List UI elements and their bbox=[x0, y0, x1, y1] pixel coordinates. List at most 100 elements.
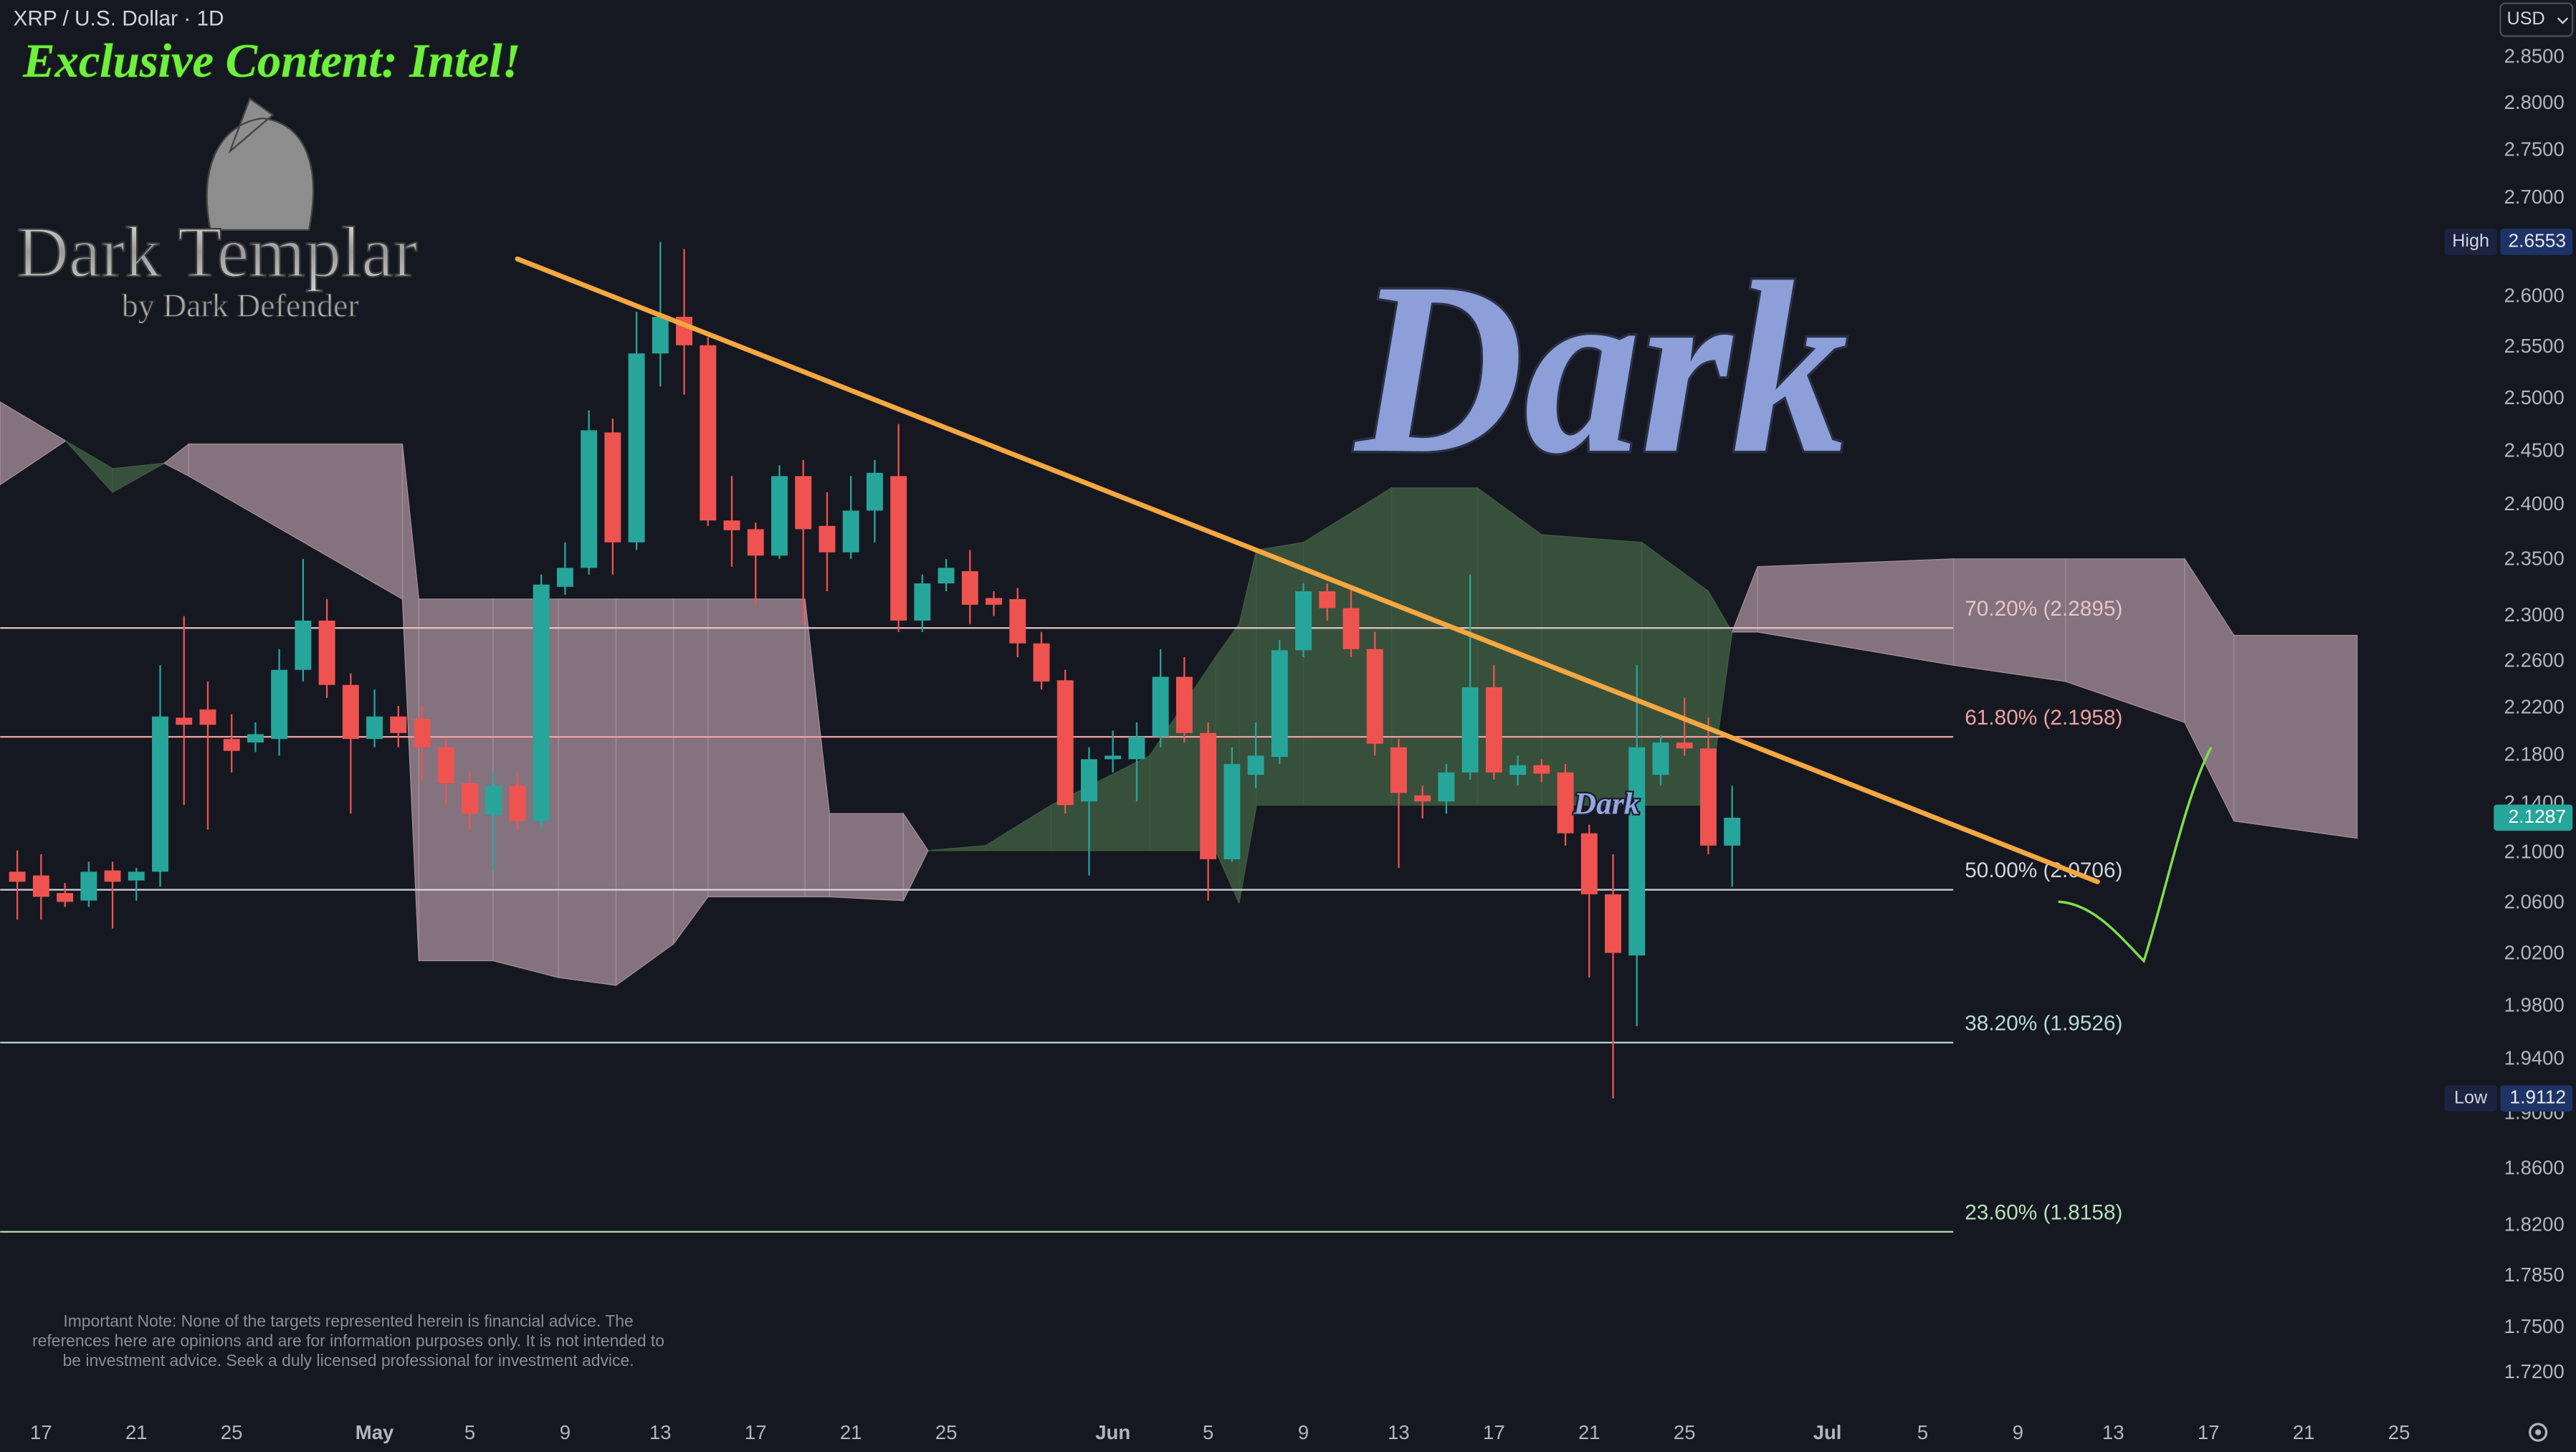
candle-body bbox=[223, 739, 240, 751]
candle-body bbox=[414, 719, 431, 748]
projection-path bbox=[2058, 746, 2213, 963]
y-tick-label: 2.1800 bbox=[2504, 743, 2565, 765]
low-label-box bbox=[2444, 1085, 2497, 1112]
candle-body bbox=[318, 620, 335, 685]
y-tick-label: 2.5000 bbox=[2504, 386, 2565, 409]
y-tick-label: 2.3000 bbox=[2504, 603, 2565, 626]
candle-body bbox=[1676, 742, 1693, 749]
overlay-layer bbox=[515, 256, 2100, 884]
y-tick-label: 1.7200 bbox=[2504, 1360, 2565, 1382]
candle-body bbox=[437, 747, 454, 783]
fib-label: 61.80% (2.1958) bbox=[1965, 706, 2122, 730]
y-tick-label: 1.9400 bbox=[2504, 1047, 2565, 1069]
candle-body bbox=[1152, 677, 1169, 737]
x-tick-label: 21 bbox=[125, 1421, 148, 1443]
candle-body bbox=[533, 584, 550, 821]
candle-body bbox=[1605, 894, 1621, 953]
x-tick-label: Jul bbox=[1813, 1421, 1842, 1443]
y-tick-label: 2.8500 bbox=[2504, 45, 2565, 67]
candle-body bbox=[1080, 759, 1097, 802]
x-tick-label: 25 bbox=[935, 1421, 958, 1443]
candle-body bbox=[152, 716, 168, 872]
y-tick-label: 2.0600 bbox=[2504, 890, 2565, 912]
cloud-segment bbox=[558, 598, 617, 986]
x-tick-label: 9 bbox=[560, 1421, 571, 1443]
x-tick-label: 25 bbox=[221, 1421, 243, 1443]
cloud-segment bbox=[902, 812, 929, 901]
low-value-box bbox=[2500, 1085, 2573, 1112]
y-tick-label: 2.7000 bbox=[2504, 186, 2565, 208]
x-tick-label: 17 bbox=[1483, 1421, 1505, 1443]
x-tick-label: 5 bbox=[1203, 1421, 1213, 1443]
low-value: 1.9112 bbox=[2509, 1086, 2566, 1108]
candle-body bbox=[57, 893, 74, 902]
candle-body bbox=[1033, 643, 1050, 682]
candle-body bbox=[1628, 747, 1646, 956]
candle-body bbox=[986, 598, 1002, 605]
gear-icon[interactable] bbox=[2529, 1423, 2548, 1442]
currency-select[interactable]: USD bbox=[2499, 2, 2574, 37]
candle-body bbox=[938, 568, 955, 584]
candle-body bbox=[700, 345, 717, 521]
cloud-segment bbox=[2233, 634, 2358, 839]
candle-body bbox=[1724, 817, 1741, 846]
candle-body bbox=[747, 529, 764, 556]
candle-body bbox=[1366, 649, 1383, 744]
x-tick-label: 5 bbox=[1917, 1421, 1928, 1443]
x-tick-label: 21 bbox=[2293, 1421, 2315, 1443]
candle-body bbox=[1533, 765, 1550, 774]
settings-button[interactable] bbox=[2529, 1423, 2548, 1442]
fib-label: 38.20% (1.9526) bbox=[1965, 1011, 2122, 1035]
candle-body bbox=[1128, 736, 1145, 760]
y-tick-label: 2.8000 bbox=[2504, 91, 2565, 113]
dropdown-caret[interactable] bbox=[2557, 17, 2569, 24]
candle-body bbox=[9, 871, 26, 882]
gear-center[interactable] bbox=[2534, 1429, 2542, 1436]
candle-body bbox=[390, 716, 407, 733]
candle-body bbox=[1485, 687, 1502, 773]
candle-body bbox=[556, 568, 573, 587]
watermark: Dark bbox=[1352, 232, 1848, 505]
candle-body bbox=[795, 476, 812, 530]
candle-body bbox=[890, 476, 907, 621]
x-tick-label: 21 bbox=[1578, 1421, 1601, 1443]
candle-body bbox=[1247, 755, 1264, 775]
candle-body bbox=[342, 684, 359, 740]
currency-box[interactable] bbox=[2499, 2, 2574, 37]
x-tick-label: Jun bbox=[1095, 1421, 1130, 1443]
cloud-segment bbox=[829, 813, 904, 902]
cloud-segment bbox=[418, 598, 494, 962]
candle-body bbox=[1200, 732, 1217, 859]
disclaimer-line: be investment advice. Seek a duly licens… bbox=[63, 1351, 634, 1370]
logo-subtitle: by Dark Defender bbox=[122, 287, 359, 323]
x-tick-label: 13 bbox=[1388, 1421, 1410, 1443]
cloud-segment bbox=[615, 598, 674, 987]
last-price-label: 2.1287 bbox=[2508, 806, 2566, 827]
candle-body bbox=[1009, 598, 1026, 644]
candle-body bbox=[1580, 833, 1598, 894]
candle-body bbox=[1699, 748, 1717, 846]
logo-helmet bbox=[206, 97, 315, 231]
candle-body bbox=[842, 510, 859, 553]
candle-body bbox=[80, 871, 97, 901]
trendline bbox=[515, 256, 2100, 884]
candle-body bbox=[1295, 591, 1312, 651]
x-tick-label: 17 bbox=[30, 1421, 52, 1443]
x-tick-label: 13 bbox=[2102, 1421, 2124, 1443]
y-tick-label: 2.1000 bbox=[2504, 841, 2565, 863]
high-label: High bbox=[2452, 231, 2489, 251]
candle-body bbox=[1509, 765, 1527, 775]
candle-body bbox=[1438, 772, 1455, 802]
candle-body bbox=[961, 570, 978, 605]
currency-label[interactable]: USD bbox=[2507, 9, 2545, 29]
candles-layer bbox=[9, 242, 1741, 1099]
cloud-segment bbox=[672, 598, 709, 946]
x-tick-label: 5 bbox=[464, 1421, 475, 1443]
cloud-segment bbox=[0, 401, 67, 486]
candle-body bbox=[819, 525, 836, 553]
candle-body bbox=[1223, 764, 1241, 859]
high-value-box bbox=[2500, 229, 2573, 255]
candle-body bbox=[1652, 742, 1669, 775]
last-price-box bbox=[2494, 804, 2573, 831]
